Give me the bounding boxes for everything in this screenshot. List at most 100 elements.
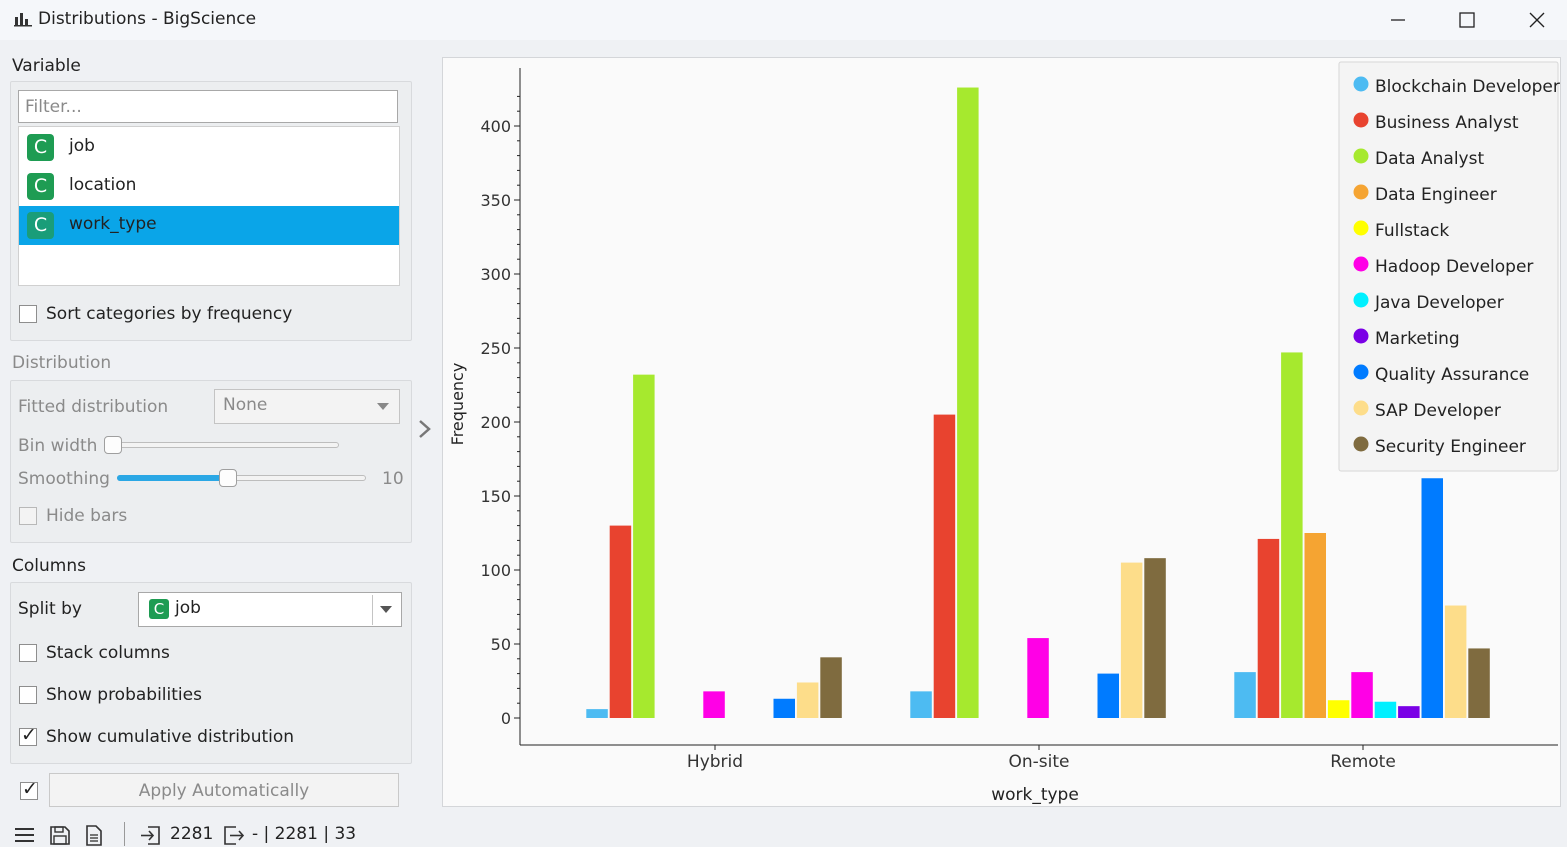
legend-label: Java Developer [1374,293,1504,313]
fitted-distribution-select[interactable]: None [214,389,400,424]
legend-marker [1353,328,1369,344]
minimize-button[interactable] [1384,8,1414,32]
legend-label: Hadoop Developer [1375,257,1533,277]
variable-item-job[interactable]: C job [19,128,399,167]
stack-columns-checkbox[interactable] [19,644,37,662]
y-tick-label: 300 [480,265,511,284]
legend-label: Marketing [1375,329,1460,349]
hide-bars-label: Hide bars [46,506,128,526]
y-tick-label: 200 [480,413,511,432]
x-axis-label: work_type [991,785,1079,805]
legend-label: Data Engineer [1375,185,1497,205]
y-tick-label: 100 [480,561,511,580]
bar [1351,672,1373,718]
x-tick-label: Remote [1330,752,1396,772]
input-icon [141,826,160,845]
legend-label: Security Engineer [1375,437,1526,457]
minimize-icon [1391,19,1405,21]
fitted-distribution-label: Fitted distribution [18,397,169,417]
variable-list[interactable]: C job C location C work_type [18,126,400,286]
y-tick-label: 150 [480,487,511,506]
bar [1027,638,1049,718]
bar [1421,478,1443,718]
smoothing-value: 10 [382,469,404,489]
sort-by-frequency-checkbox[interactable] [19,305,37,323]
checkmark-icon: ✓ [22,778,38,800]
bar [1327,700,1350,718]
hide-bars-checkbox[interactable] [19,507,37,525]
categorical-type-icon: C [149,599,169,619]
apply-automatically-checkbox[interactable]: ✓ [20,778,38,800]
bar [1304,533,1326,718]
legend-label: Data Analyst [1375,149,1484,169]
window-title: Distributions - BigScience [38,9,257,29]
bar [796,682,819,718]
close-button[interactable] [1522,8,1552,32]
chevron-right-icon[interactable] [417,418,433,440]
bin-width-handle[interactable] [104,436,122,454]
legend-marker [1353,184,1369,200]
variable-name: work_type [69,214,157,234]
bar-chart: 0 50 100 150 200 250 300 350 400 Frequency Hybrid O… [448,61,1560,805]
legend-marker [1353,112,1369,128]
legend-box [1338,61,1559,472]
legend-marker [1353,364,1369,380]
report-icon[interactable] [84,825,104,846]
x-tick-label: Hybrid [687,752,743,772]
bar [1120,562,1143,718]
output-icon [224,826,245,845]
show-probabilities-label: Show probabilities [46,685,202,705]
bar [933,414,956,718]
legend-label: Business Analyst [1375,113,1519,133]
statusbar-divider [124,822,125,846]
show-probabilities-checkbox[interactable] [19,686,37,704]
bar [586,709,608,718]
legend-label: Blockchain Developer [1375,77,1560,97]
bin-width-slider[interactable] [113,442,339,448]
sort-by-frequency-label: Sort categories by frequency [46,304,293,324]
maximize-icon [1459,12,1475,28]
variable-name: location [69,175,137,195]
output-summary: - | 2281 | 33 [252,824,357,844]
fitted-distribution-value: None [223,395,268,415]
bar [1144,558,1166,718]
bar [957,87,979,718]
variable-filter-input[interactable] [18,90,398,123]
variable-item-work-type[interactable]: C work_type [19,206,399,245]
legend-label: Fullstack [1375,221,1449,241]
variable-name: job [69,136,95,156]
distribution-section-label: Distribution [12,353,112,373]
title-bar: Distributions - BigScience [0,0,1567,40]
menu-icon[interactable] [14,826,36,844]
legend-marker [1353,292,1369,308]
bar [1257,538,1280,718]
select-separator [372,595,373,625]
apply-automatically-button[interactable]: Apply Automatically [49,773,399,807]
bar [609,525,632,718]
bar [1281,352,1303,718]
bar [773,698,795,718]
bar [1097,673,1119,718]
maximize-button[interactable] [1452,8,1482,32]
plot-area[interactable]: 0 50 100 150 200 250 300 350 400 Frequency Hybrid O… [442,57,1561,807]
smoothing-handle[interactable] [219,469,237,487]
bar [1398,706,1420,718]
show-cumulative-checkbox[interactable]: ✓ [19,724,37,746]
x-tick-label: On-site [1009,752,1070,772]
legend-marker [1353,400,1369,416]
bar [1468,648,1490,718]
categorical-type-icon: C [27,173,54,200]
legend-marker [1353,76,1369,92]
legend-marker [1353,220,1369,236]
split-by-value: job [175,598,201,618]
split-by-select[interactable]: C job [138,592,402,627]
save-icon[interactable] [49,825,71,846]
bin-width-label: Bin width [18,436,98,456]
y-tick-label: 400 [480,117,511,136]
chevron-down-icon [377,403,389,410]
bar-chart-icon [14,13,32,27]
variable-item-location[interactable]: C location [19,167,399,206]
close-icon [1529,12,1545,28]
bar [1444,605,1467,718]
variable-section-label: Variable [12,56,81,76]
